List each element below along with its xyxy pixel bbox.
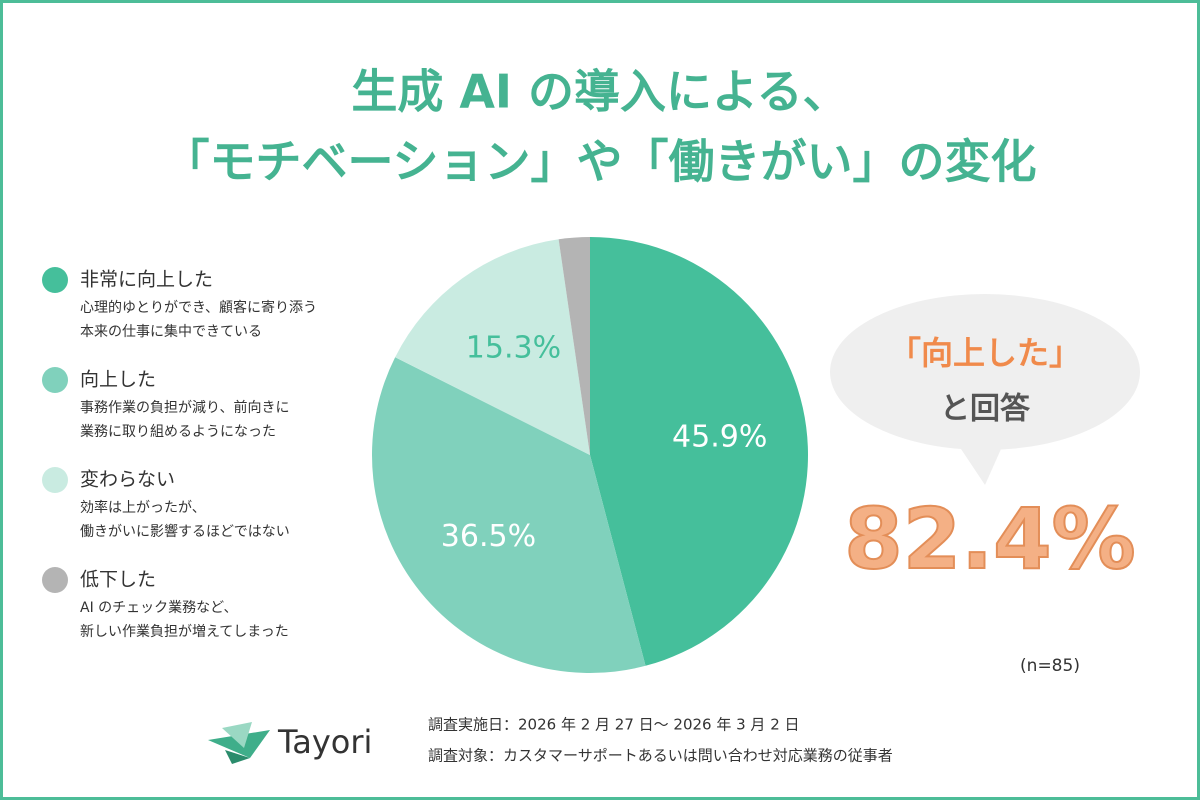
legend-description: 事務作業の負担が減り、前向きに: [80, 399, 289, 416]
pie-slice: [590, 237, 808, 666]
total-figure: 82.4%: [844, 490, 1135, 588]
legend-label: 向上した: [80, 369, 156, 391]
pie-slice: [372, 357, 646, 673]
legend-label: 低下した: [80, 569, 156, 591]
callout-text: 「向上した」: [889, 334, 1081, 372]
title-line: 生成 AI の導入による、: [351, 65, 848, 119]
legend-marker: [42, 367, 68, 393]
sample-size: (n=85): [1020, 656, 1080, 676]
logo-mark: [225, 750, 250, 764]
legend-label: 変わらない: [80, 469, 175, 491]
value-label: 15.3%: [466, 330, 561, 365]
footer-text: 調査実施日：2026 年 2 月 27 日～ 2026 年 3 月 2 日: [428, 716, 800, 734]
legend-description: 心理的ゆとりができ、顧客に寄り添う: [80, 299, 317, 316]
value-label: 36.5%: [441, 519, 536, 554]
footer-text: 調査対象：カスタマーサポートあるいは問い合わせ対応業務の従事者: [428, 747, 893, 765]
legend-marker: [42, 467, 68, 493]
legend-description: 働きがいに影響するほどではない: [80, 523, 290, 540]
legend-marker: [42, 267, 68, 293]
callout-text: と回答: [940, 392, 1031, 427]
logo-mark: [222, 722, 252, 748]
legend-marker: [42, 567, 68, 593]
value-label: 45.9%: [672, 420, 767, 455]
pie-slice: [558, 237, 590, 455]
legend-description: 新しい作業負担が増えてしまった: [80, 624, 289, 640]
callout-bubble: [830, 294, 1140, 450]
legend-description: AI のチェック業務など、: [80, 600, 237, 616]
title-line: 「モチベーション」や「働きがい」の変化: [163, 135, 1036, 189]
logo: [208, 722, 270, 764]
legend-label: 非常に向上した: [80, 269, 213, 291]
brand: Tayori: [277, 723, 372, 761]
pie-slice: [395, 239, 590, 455]
logo-mark: [208, 730, 270, 758]
legend-description: 業務に取り組めるようになった: [80, 424, 276, 440]
legend-description: 効率は上がったが、: [80, 499, 206, 516]
legend-description: 本来の仕事に集中できている: [80, 323, 262, 340]
callout-tail: [955, 440, 1005, 485]
